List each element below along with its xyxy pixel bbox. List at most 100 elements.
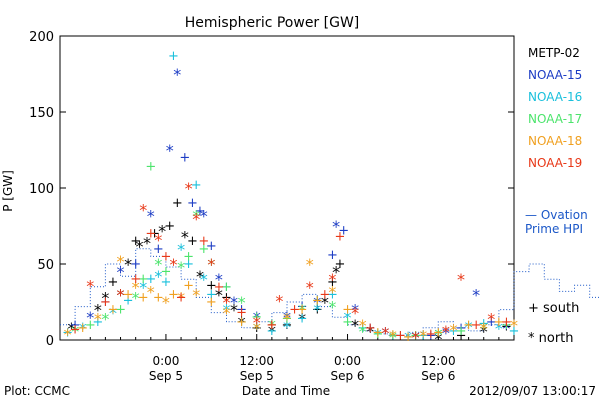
data-point: *	[238, 293, 246, 312]
data-point: +	[456, 324, 467, 339]
data-point: *	[177, 258, 185, 277]
timestamp: 2012/09/07 13:00:17	[469, 384, 596, 398]
data-point: +	[115, 303, 126, 318]
data-point: +	[372, 327, 383, 342]
data-point: +	[266, 318, 277, 333]
data-point: +	[251, 321, 262, 336]
data-point: *	[117, 285, 125, 304]
data-point: +	[501, 315, 512, 330]
data-point: *	[434, 329, 442, 348]
data-point: *	[313, 301, 321, 320]
data-point: *	[143, 234, 151, 253]
ovation-legend-line1: — Ovation	[525, 208, 588, 222]
data-point: +	[236, 315, 247, 330]
data-point: +	[395, 328, 406, 343]
x-axis-title: Date and Time	[242, 384, 330, 398]
data-point: +	[425, 327, 436, 342]
data-point: +	[130, 234, 141, 249]
data-point: *	[185, 179, 193, 198]
data-point: +	[266, 318, 277, 333]
data-point: +	[493, 315, 504, 330]
data-point: +	[130, 257, 141, 272]
data-point: *	[200, 206, 208, 225]
x-tick-date: Sep 6	[330, 369, 364, 383]
data-point: +	[387, 328, 398, 343]
data-point: *	[283, 308, 291, 327]
data-point: *	[381, 323, 389, 342]
data-point: *	[222, 304, 230, 323]
data-point: *	[268, 322, 276, 341]
legend-item: METP-02	[528, 46, 580, 60]
data-point: +	[297, 312, 308, 327]
data-point: *	[132, 288, 140, 307]
data-point: *	[177, 240, 185, 259]
data-point: *	[344, 308, 352, 327]
data-point: +	[289, 303, 300, 318]
data-point: +	[327, 287, 338, 302]
legend: METP-02 NOAA-15 NOAA-16 NOAA-17 NOAA-18 NOAA-…	[528, 46, 582, 170]
data-point: +	[176, 290, 187, 305]
data-point: *	[238, 313, 246, 332]
data-point: *	[328, 270, 336, 289]
data-point: *	[253, 319, 261, 338]
data-point: +	[448, 324, 459, 339]
data-point: +	[509, 324, 520, 339]
data-point: *	[181, 228, 189, 247]
data-point: +	[395, 328, 406, 343]
data-point: *	[154, 255, 162, 274]
legend-item: NOAA-19	[528, 156, 582, 170]
data-point: *	[192, 206, 200, 225]
data-point: +	[164, 219, 175, 234]
data-point: *	[230, 301, 238, 320]
data-point: *	[207, 255, 215, 274]
data-point: *	[419, 326, 427, 345]
data-point: +	[501, 318, 512, 333]
x-tick-time: 0:00	[334, 354, 361, 368]
data-point: +	[172, 196, 183, 211]
legend-item: NOAA-18	[528, 134, 582, 148]
data-point: *	[328, 298, 336, 317]
data-point: +	[70, 318, 81, 333]
data-point: *	[268, 316, 276, 335]
data-point: +	[335, 257, 346, 272]
data-point: *	[230, 293, 238, 312]
data-point: *	[139, 278, 147, 297]
data-point: +	[183, 257, 194, 272]
data-point: +	[183, 278, 194, 293]
data-point: +	[327, 275, 338, 290]
data-point: +	[319, 287, 330, 302]
data-point: *	[412, 328, 420, 347]
data-point: *	[135, 237, 143, 256]
data-point: *	[283, 317, 291, 336]
data-point: *	[139, 200, 147, 219]
x-tick-date: Sep 5	[240, 369, 274, 383]
data-point: +	[221, 280, 232, 295]
x-tick-time: 12:00	[421, 354, 456, 368]
data-point: +	[266, 324, 277, 339]
legend-item: NOAA-15	[528, 68, 582, 82]
data-point: *	[79, 319, 87, 338]
data-point: *	[332, 263, 340, 282]
data-point: *	[222, 293, 230, 312]
chart-title: Hemispheric Power [GW]	[185, 15, 360, 31]
y-tick-label: 150	[29, 106, 54, 121]
data-point: +	[410, 328, 421, 343]
data-point: *	[351, 316, 359, 335]
data-point: *	[502, 319, 510, 338]
data-point: +	[251, 310, 262, 325]
data-point: +	[342, 315, 353, 330]
data-point: +	[312, 303, 323, 318]
data-point: *	[222, 301, 230, 320]
data-point: *	[480, 319, 488, 338]
data-point: *	[434, 325, 442, 344]
data-point: +	[236, 306, 247, 321]
data-point: *	[101, 288, 109, 307]
data-point: *	[381, 323, 389, 342]
data-point: +	[145, 272, 156, 287]
data-point: *	[158, 222, 166, 241]
data-point: *	[109, 304, 117, 323]
data-point: +	[387, 328, 398, 343]
plot-credit: Plot: CCMC	[4, 384, 70, 398]
data-point: +	[100, 295, 111, 310]
